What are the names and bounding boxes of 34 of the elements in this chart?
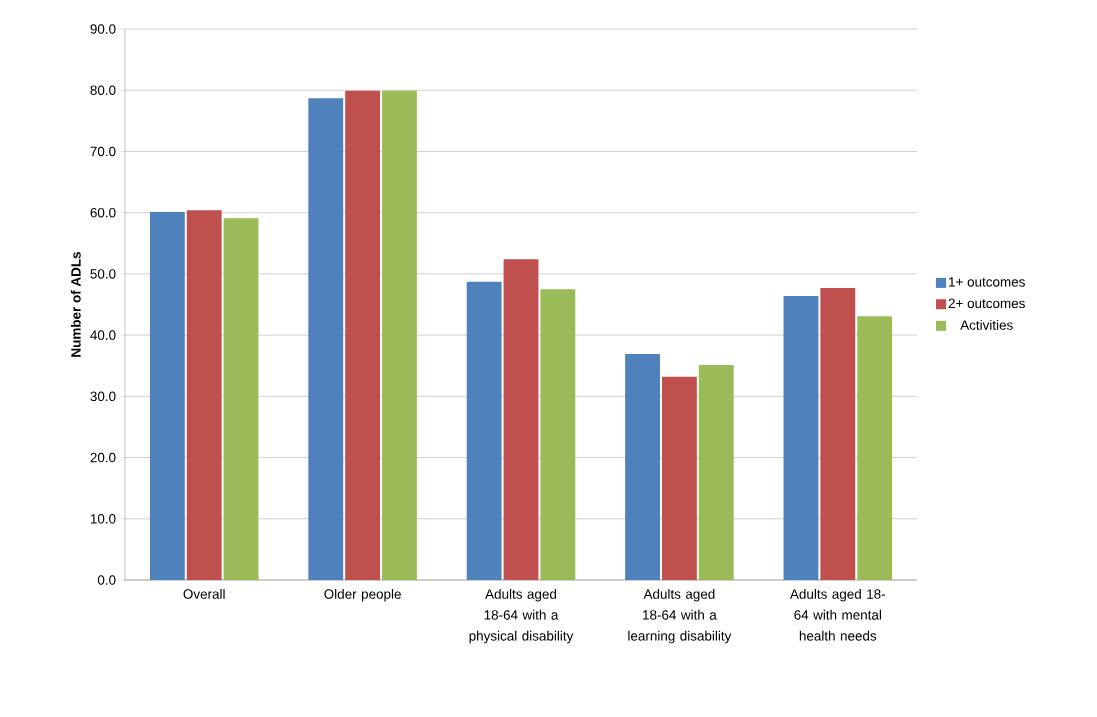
- bar: [698, 365, 734, 580]
- legend-label: Activities: [960, 319, 1013, 330]
- x-tick-label: Older people: [324, 588, 401, 602]
- y-tick-label: 40.0: [90, 330, 116, 340]
- y-tick-label: 10.0: [90, 514, 116, 524]
- legend-label: 1+ outcomes: [949, 277, 1025, 287]
- bar: [625, 354, 660, 580]
- y-tick-label: 90.0: [90, 24, 116, 34]
- bar: [820, 287, 856, 580]
- bar: [540, 289, 576, 580]
- bar: [857, 316, 893, 580]
- legend-label: 2+ outcomes: [948, 298, 1025, 309]
- x-tick-label: Adults aged 18-64 with a learning disability: [628, 588, 732, 644]
- bar: [382, 90, 417, 580]
- y-tick-label: 80.0: [90, 85, 116, 95]
- bar: [466, 281, 502, 580]
- bar: [661, 376, 697, 580]
- y-tick-label: 60.0: [90, 207, 116, 218]
- y-tick-label: 50.0: [90, 269, 116, 279]
- x-tick-label: Adults aged 18-64 with a physical disability: [469, 588, 574, 644]
- bar: [186, 210, 222, 580]
- bar: [503, 259, 539, 580]
- x-tick-label: Adults aged 18-64 with mental health needs: [789, 588, 886, 641]
- y-tick-label: 20.0: [90, 452, 116, 463]
- bar: [308, 98, 344, 580]
- bar: [783, 295, 819, 580]
- bar: [149, 212, 185, 580]
- y-tick-label: 0.0: [97, 575, 116, 585]
- x-tick-label: Overall: [183, 588, 225, 599]
- bar: [345, 90, 381, 580]
- y-tick-label: 70.0: [90, 146, 116, 157]
- bar: [223, 218, 259, 580]
- y-tick-label: 30.0: [90, 391, 116, 402]
- y-axis-title: Number of ADLs: [70, 252, 81, 357]
